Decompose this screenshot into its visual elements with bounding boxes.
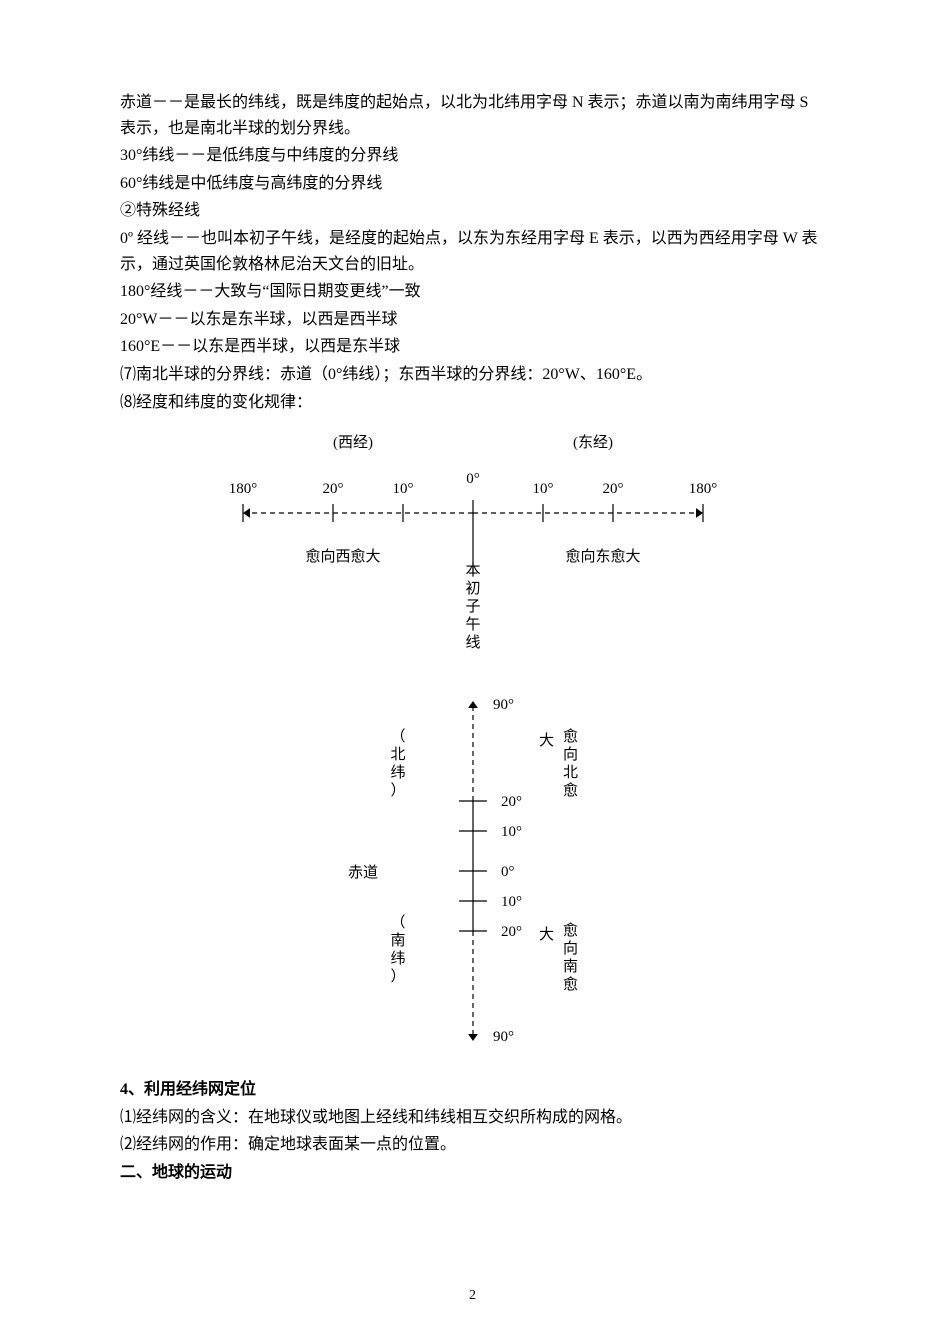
latitude-diagram: 90°90°20°10°0°10°20°赤道（北纬）（南纬）大愈向北愈大愈向南愈 <box>120 681 825 1061</box>
svg-text:（: （ <box>390 728 405 745</box>
paragraph: ②特殊经线 <box>120 198 825 224</box>
page-number: 2 <box>469 1285 476 1307</box>
svg-text:北: 北 <box>563 764 578 781</box>
paragraph: 0º 经线－－也叫本初子午线，是经度的起始点，以东为东经用字母 E 表示，以西为… <box>120 226 825 277</box>
paragraph: ⑺南北半球的分界线：赤道（0°纬线）；东西半球的分界线：20°W、160°E。 <box>120 362 825 388</box>
svg-text:愈: 愈 <box>563 922 578 939</box>
svg-text:愈向东愈大: 愈向东愈大 <box>565 548 640 565</box>
svg-text:愈: 愈 <box>563 782 578 799</box>
svg-text:本: 本 <box>465 562 480 579</box>
svg-text:180°: 180° <box>228 481 257 497</box>
longitude-diagram: (西经) (东经) 0° 180° 20° 10° 10° 20° 180° 愈向西愈大 愈向东愈大… <box>120 433 825 663</box>
svg-text:向: 向 <box>563 746 578 763</box>
svg-text:初: 初 <box>465 580 480 597</box>
svg-text:0°: 0° <box>466 471 480 487</box>
paragraph: ⑻经度和纬度的变化规律： <box>120 390 825 416</box>
svg-text:大: 大 <box>539 732 554 749</box>
svg-text:180°: 180° <box>688 481 717 497</box>
document-page: 赤道－－是最长的纬线，既是纬度的起始点，以北为北纬用字母 N 表示；赤道以南为南… <box>0 0 945 1337</box>
svg-text:南: 南 <box>563 958 578 975</box>
svg-text:(东经): (东经) <box>573 434 613 451</box>
svg-text:(西经): (西经) <box>333 434 373 451</box>
svg-text:（: （ <box>390 914 405 931</box>
svg-text:愈: 愈 <box>563 976 578 993</box>
svg-text:线: 线 <box>465 634 480 651</box>
svg-text:10°: 10° <box>501 894 522 910</box>
svg-text:南: 南 <box>390 932 405 949</box>
svg-text:10°: 10° <box>392 481 413 497</box>
svg-text:赤道: 赤道 <box>347 864 377 881</box>
svg-text:）: ） <box>390 782 405 799</box>
svg-text:90°: 90° <box>493 1029 514 1045</box>
svg-text:20°: 20° <box>501 924 522 940</box>
svg-text:愈向西愈大: 愈向西愈大 <box>305 548 380 565</box>
paragraph: 20°W－－以东是东半球，以西是西半球 <box>120 307 825 333</box>
svg-text:纬: 纬 <box>390 764 405 781</box>
paragraph: 180°经线－－大致与“国际日期变更线”一致 <box>120 279 825 305</box>
heading-4: 4、利用经纬网定位 <box>120 1077 825 1103</box>
paragraph: 160°E－－以东是西半球，以西是东半球 <box>120 334 825 360</box>
paragraph: ⑴经纬网的含义：在地球仪或地图上经线和纬线相互交织所构成的网格。 <box>120 1105 825 1131</box>
svg-text:20°: 20° <box>322 481 343 497</box>
svg-text:90°: 90° <box>493 697 514 713</box>
svg-text:大: 大 <box>539 926 554 943</box>
paragraph: 60°纬线是中低纬度与高纬度的分界线 <box>120 171 825 197</box>
svg-text:北: 北 <box>390 746 405 763</box>
svg-text:20°: 20° <box>602 481 623 497</box>
paragraph: 30°纬线－－是低纬度与中纬度的分界线 <box>120 143 825 169</box>
svg-text:10°: 10° <box>501 824 522 840</box>
svg-text:愈: 愈 <box>563 728 578 745</box>
svg-text:向: 向 <box>563 940 578 957</box>
svg-text:0°: 0° <box>501 864 515 880</box>
heading-2b: 二、地球的运动 <box>120 1160 825 1186</box>
paragraph: ⑵经纬网的作用：确定地球表面某一点的位置。 <box>120 1132 825 1158</box>
svg-text:纬: 纬 <box>390 950 405 967</box>
paragraph: 赤道－－是最长的纬线，既是纬度的起始点，以北为北纬用字母 N 表示；赤道以南为南… <box>120 90 825 141</box>
latitude-svg: 90°90°20°10°0°10°20°赤道（北纬）（南纬）大愈向北愈大愈向南愈 <box>263 681 683 1061</box>
svg-text:10°: 10° <box>532 481 553 497</box>
svg-text:）: ） <box>390 968 405 985</box>
svg-text:午: 午 <box>465 616 480 633</box>
svg-text:子: 子 <box>465 598 480 615</box>
svg-text:20°: 20° <box>501 794 522 810</box>
longitude-svg: (西经) (东经) 0° 180° 20° 10° 10° 20° 180° 愈向西愈大 愈向东愈大… <box>203 433 743 663</box>
